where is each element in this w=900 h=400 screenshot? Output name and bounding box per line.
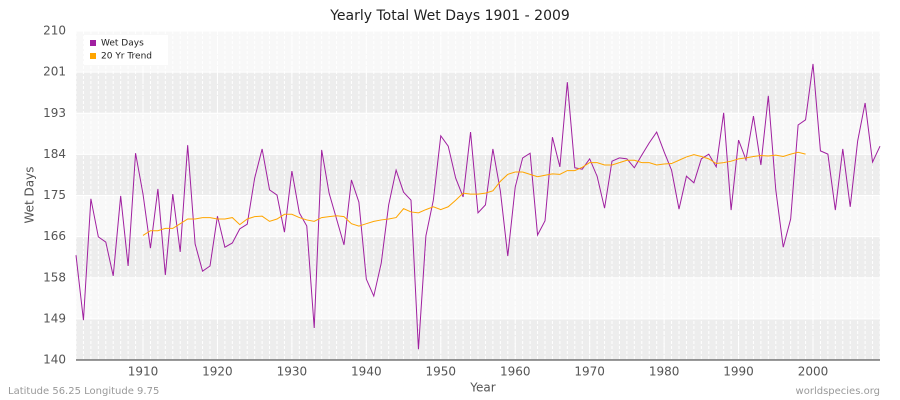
x-tick-label: 1990 [723, 365, 754, 379]
chart-title: Yearly Total Wet Days 1901 - 2009 [329, 8, 570, 24]
legend-box [84, 35, 168, 65]
series-line [75, 63, 881, 350]
x-tick-label: 1970 [574, 365, 605, 379]
x-tick-label: 1980 [649, 365, 680, 379]
x-tick-label: 2000 [798, 365, 829, 379]
x-tick-label: 1910 [128, 365, 159, 379]
x-tick-label: 1950 [426, 365, 457, 379]
x-tick-label: 1960 [500, 365, 531, 379]
legend-label: Wet Days [101, 39, 144, 49]
y-tick-label: 175 [43, 188, 66, 202]
footer-left: Latitude 56.25 Longitude 9.75 [8, 386, 159, 397]
x-tick-label: 1920 [202, 365, 233, 379]
y-tick-label: 140 [43, 353, 66, 367]
x-axis-label: Year [469, 381, 495, 395]
series-line [142, 151, 806, 236]
grid-band [76, 154, 880, 196]
x-tick-label: 1940 [351, 365, 382, 379]
legend-label: 20 Yr Trend [101, 52, 152, 62]
y-tick-label: 193 [43, 106, 66, 120]
y-tick-label: 149 [43, 311, 66, 325]
y-axis-label: Wet Days [23, 166, 37, 223]
y-tick-label: 184 [43, 147, 66, 161]
legend-swatch [90, 40, 96, 46]
legend-swatch [90, 53, 96, 59]
y-tick-label: 166 [43, 229, 66, 243]
footer-right: worldspecies.org [796, 386, 880, 397]
y-tick-label: 210 [43, 24, 66, 38]
x-tick-label: 1930 [277, 365, 308, 379]
y-tick-label: 201 [43, 65, 66, 79]
y-tick-label: 158 [43, 270, 66, 284]
